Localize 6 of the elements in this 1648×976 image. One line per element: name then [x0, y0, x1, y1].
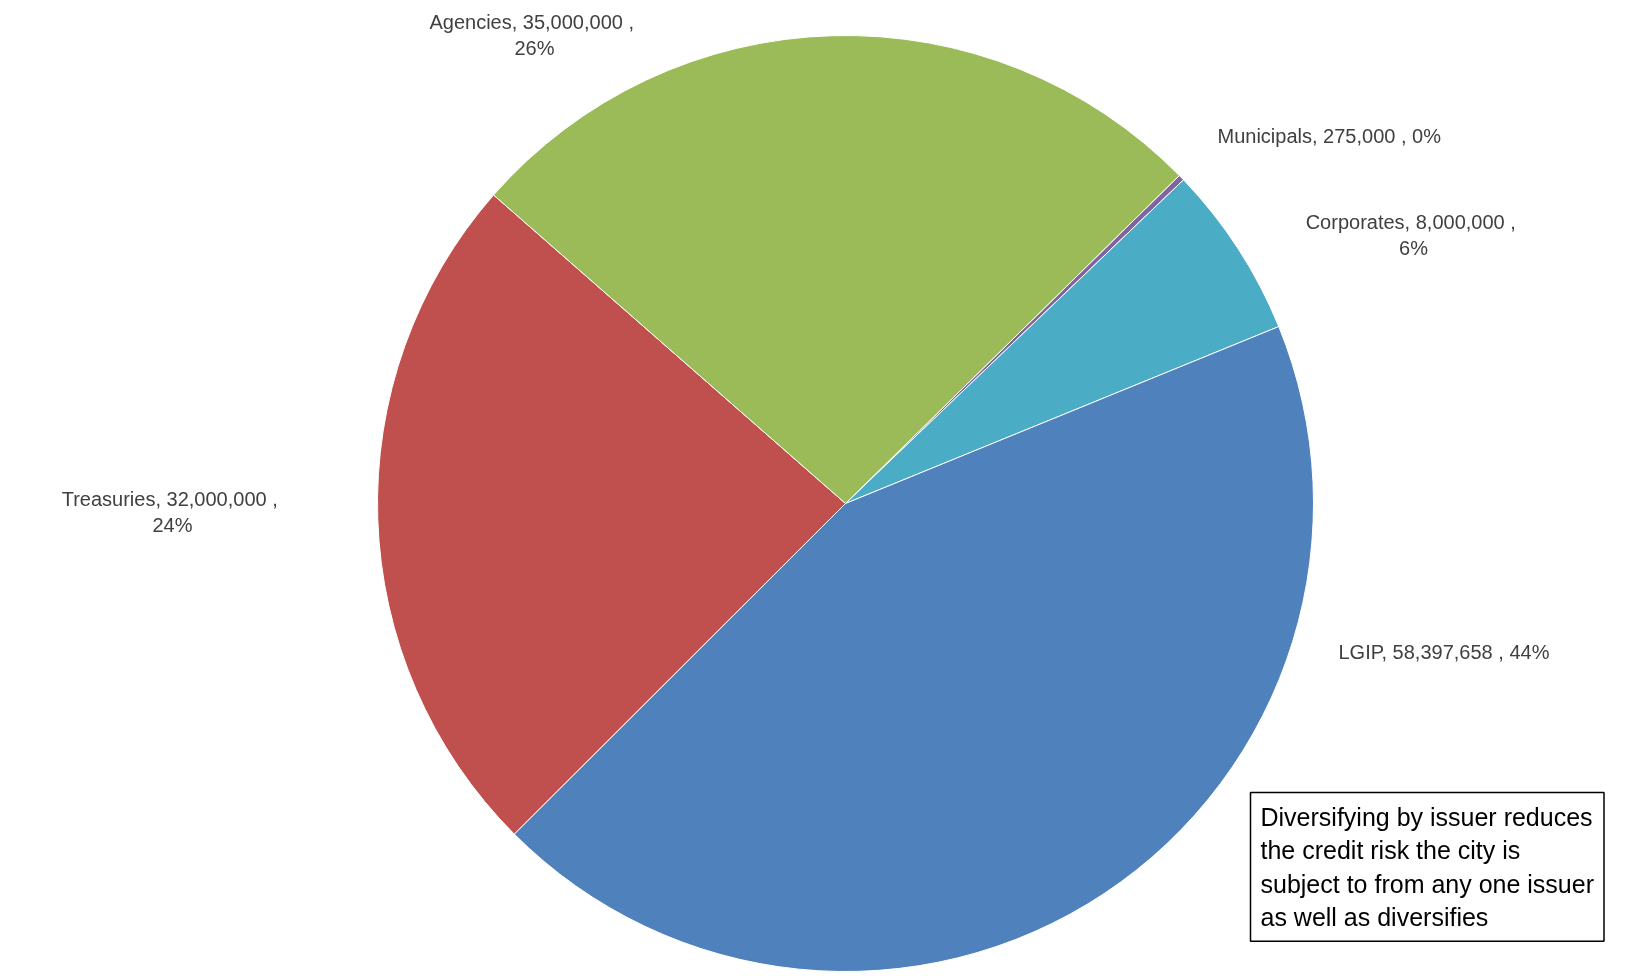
- slice-label: Agencies, 35,000,000 , 26%: [429, 10, 635, 59]
- slice-label: Municipals, 275,000 , 0%: [1217, 124, 1442, 147]
- slice-label: Corporates, 8,000,000 , 6%: [1305, 210, 1516, 259]
- slice-label: Treasuries, 32,000,000 , 24%: [61, 487, 278, 536]
- slice-label: LGIP, 58,397,658 , 44%: [1338, 640, 1550, 663]
- text: Diversifying by issuer reduces the credit risk the city is subject to from any one issuer as well as diversifies: [1260, 802, 1594, 932]
